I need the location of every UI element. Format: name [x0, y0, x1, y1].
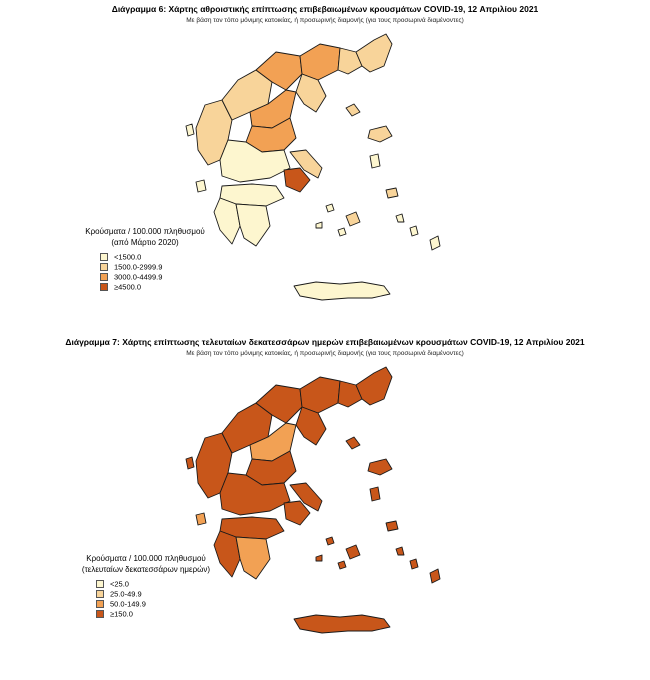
region-thrace: [355, 366, 393, 406]
region-lesvos: [367, 458, 393, 476]
region-chios: [369, 486, 381, 502]
region-crete: [293, 614, 391, 634]
region-chalkidiki: [295, 406, 327, 446]
map2-title: Διάγραμμα 7: Χάρτης επίπτωσης τελευταίων…: [65, 337, 585, 347]
map2-legend-item: 25.0-49.9: [96, 589, 226, 599]
map2-legend-subtitle: (τελευταίων δεκατεσσάρων ημερών): [81, 565, 211, 574]
map1-legend-item: ≥4500.0: [100, 282, 220, 292]
region-lemnos: [345, 103, 361, 117]
map2-legend: Κρούσματα / 100.000 πληθυσμού (τελευταίω…: [66, 553, 226, 619]
region-cyclades-small: [315, 203, 347, 237]
region-cyclades-naxos: [345, 544, 361, 560]
map1-legend-item: <1500.0: [100, 252, 220, 262]
region-chios: [369, 153, 381, 169]
region-ionian-corfu: [185, 123, 195, 137]
map1-subtitle: Με βάση τον τόπο μόνιμης κατοικίας, ή πρ…: [186, 17, 464, 24]
map1-legend-title: Κρούσματα / 100.000 πληθυσμού: [85, 227, 205, 236]
region-samos: [385, 520, 399, 532]
region-attica: [283, 500, 311, 526]
region-cyclades-naxos: [345, 211, 361, 227]
map1-legend-swatch-2: [100, 272, 108, 281]
region-lesvos: [367, 125, 393, 143]
map1-legend-swatch-0: [100, 252, 108, 261]
region-ionian-corfu: [185, 456, 195, 470]
region-peloponnese-south: [235, 203, 271, 247]
map2-legend-swatch-3: [96, 609, 104, 618]
map2-legend-item: ≥150.0: [96, 609, 226, 619]
map1-greece-map: [185, 33, 441, 301]
map1-legend-subtitle: (από Μάρτιο 2020): [111, 238, 179, 247]
map2-legend-swatch-2: [96, 599, 104, 608]
region-dodecanese: [395, 546, 441, 584]
map2-subtitle: Με βάση τον τόπο μόνιμης κατοικίας, ή πρ…: [186, 350, 464, 357]
map1-legend: Κρούσματα / 100.000 πληθυσμού (από Μάρτι…: [70, 226, 220, 292]
map2-legend-item: 50.0-149.9: [96, 599, 226, 609]
region-dodecanese: [395, 213, 441, 251]
map1-legend-swatch-3: [100, 282, 108, 291]
region-peloponnese-south: [235, 536, 271, 580]
region-evia: [289, 482, 323, 512]
region-ionian-kefalonia: [195, 179, 207, 193]
map2-legend-swatch-0: [96, 579, 104, 588]
region-evia: [289, 149, 323, 179]
region-thrace: [355, 33, 393, 73]
map1-legend-swatch-1: [100, 262, 108, 271]
region-samos: [385, 187, 399, 199]
map2-legend-title: Κρούσματα / 100.000 πληθυσμού: [86, 554, 206, 563]
region-crete: [293, 281, 391, 301]
region-attica: [283, 167, 311, 193]
map2-legend-swatch-1: [96, 589, 104, 598]
region-east-macedonia: [337, 380, 363, 408]
region-central-greece: [219, 472, 291, 516]
region-lemnos: [345, 436, 361, 450]
map2-legend-item: <25.0: [96, 579, 226, 589]
map1-legend-item: 1500.0-2999.9: [100, 262, 220, 272]
map1-legend-item: 3000.0-4499.9: [100, 272, 220, 282]
region-cyclades-small: [315, 536, 347, 570]
region-ionian-kefalonia: [195, 512, 207, 526]
map1-title: Διάγραμμα 6: Χάρτης αθροιστικής επίπτωση…: [111, 4, 539, 14]
region-east-macedonia: [337, 47, 363, 75]
region-central-greece: [219, 139, 291, 183]
region-central-macedonia: [299, 376, 341, 414]
